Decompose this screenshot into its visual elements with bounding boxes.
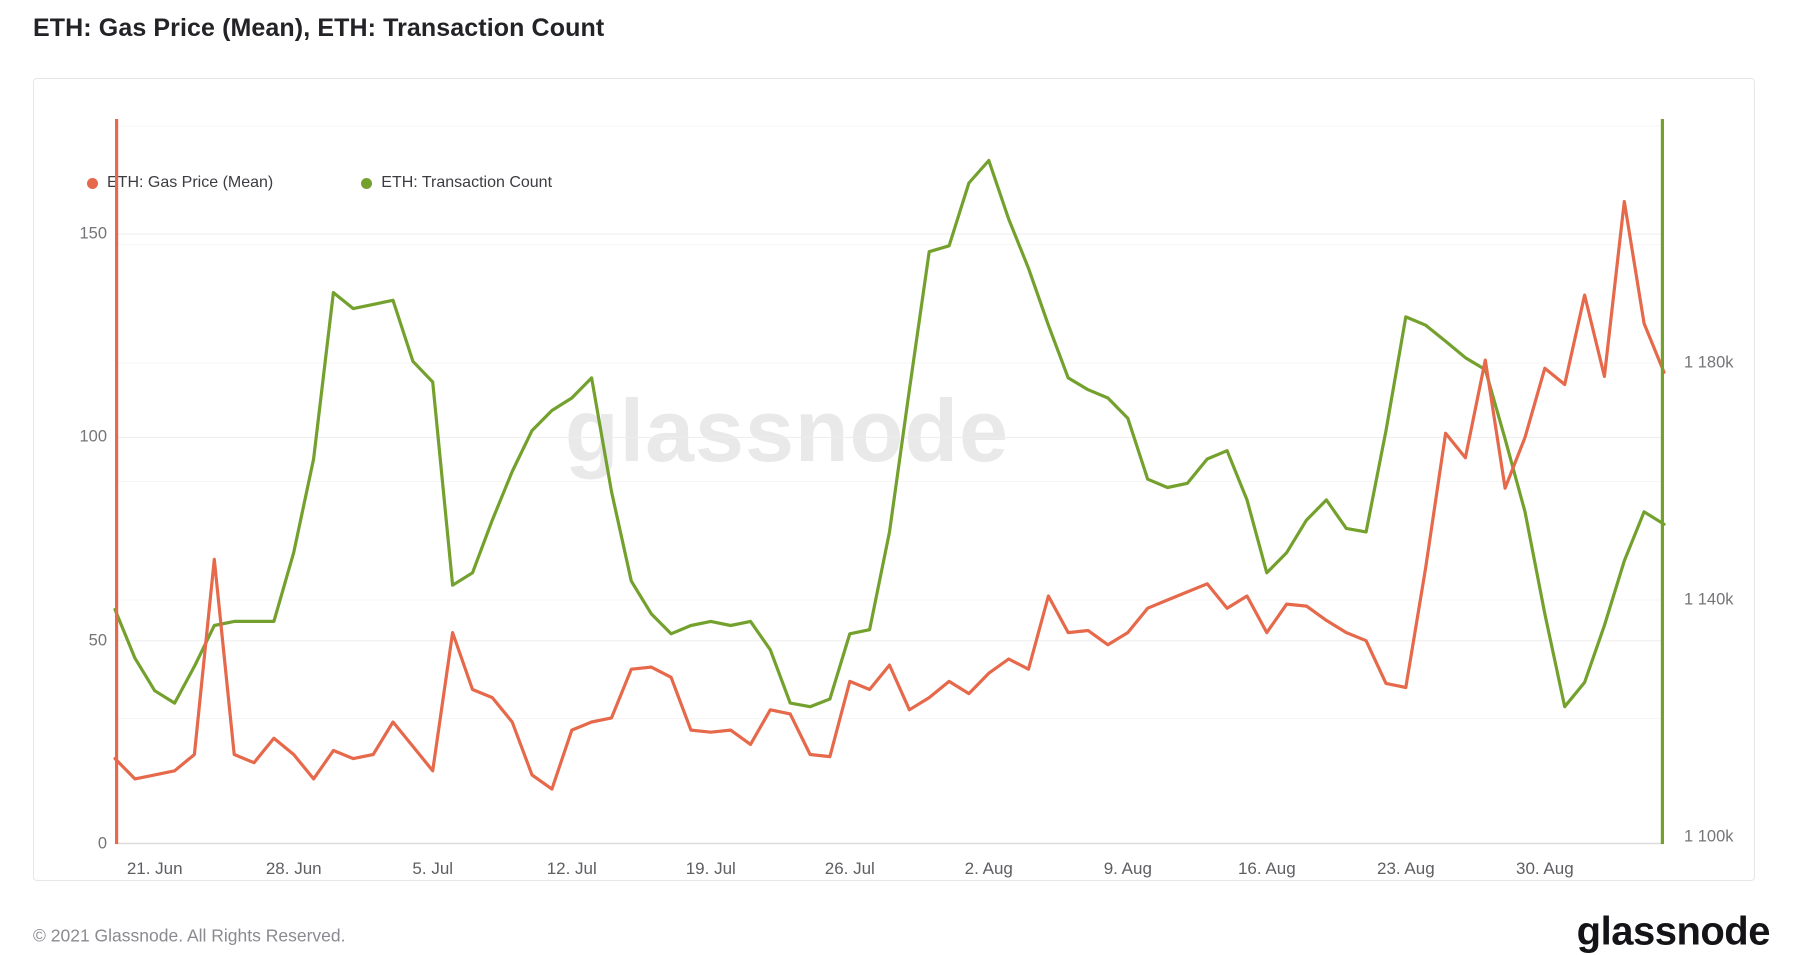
x-axis-tick-label: 2. Aug [964, 859, 1013, 878]
glassnode-logo: glassnode [1576, 909, 1771, 954]
x-axis-tick-label: 26. Jul [824, 859, 875, 878]
x-axis-tick-label: 9. Aug [1103, 859, 1152, 878]
x-axis-tick-label: 21. Jun [126, 859, 183, 878]
glassnode-watermark: glassnode [564, 381, 1010, 480]
chart-card: ETH: Gas Price (Mean) ETH: Transaction C… [33, 78, 1755, 881]
right-axis-tick-label: 1 180k [1684, 353, 1734, 372]
gas-price-legend-dot-icon [87, 177, 98, 189]
legend-label-transaction-count: ETH: Transaction Count [381, 174, 553, 191]
legend-item-transaction-count[interactable]: ETH: Transaction Count [361, 174, 552, 192]
x-axis-tick-label: 5. Jul [412, 859, 454, 878]
copyright-text: © 2021 Glassnode. All Rights Reserved. [33, 925, 346, 946]
x-axis-tick-label: 19. Jul [685, 859, 736, 878]
left-axis-tick-label: 100 [79, 427, 107, 446]
chart-legend: ETH: Gas Price (Mean) ETH: Transaction C… [87, 171, 640, 195]
line-chart[interactable] [113, 119, 1666, 845]
gas-price-line[interactable] [113, 199, 1666, 791]
x-axis-tick-label: 28. Jun [265, 859, 322, 878]
x-axis-tick-label: 30. Aug [1516, 859, 1574, 878]
left-axis-tick-label: 150 [79, 224, 107, 243]
x-axis-tick-label: 23. Aug [1376, 859, 1435, 878]
legend-item-gas-price[interactable]: ETH: Gas Price (Mean) [87, 174, 273, 192]
x-axis-tick-label: 16. Aug [1237, 859, 1296, 878]
plot-area[interactable]: glassnode [113, 119, 1666, 845]
left-axis-tick-label: 0 [97, 834, 107, 853]
legend-label-gas-price: ETH: Gas Price (Mean) [107, 174, 274, 191]
transaction-count-line[interactable] [113, 158, 1666, 709]
transaction-count-legend-dot-icon [361, 177, 373, 189]
right-axis-tick-label: 1 140k [1684, 590, 1734, 609]
right-axis-tick-label: 1 100k [1684, 827, 1734, 846]
x-axis-tick-label: 12. Jul [546, 859, 597, 878]
left-axis-tick-label: 50 [88, 631, 107, 650]
page-title: ETH: Gas Price (Mean), ETH: Transaction … [33, 14, 605, 42]
